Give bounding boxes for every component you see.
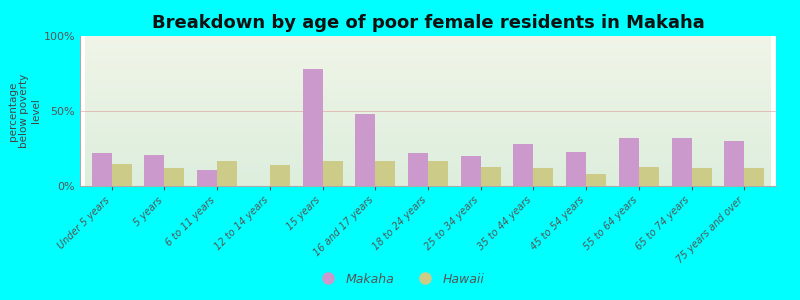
Bar xyxy=(461,156,481,186)
Title: Breakdown by age of poor female residents in Makaha: Breakdown by age of poor female resident… xyxy=(152,14,704,32)
Bar xyxy=(322,160,342,186)
Bar xyxy=(112,164,132,186)
Bar xyxy=(355,114,375,186)
Bar xyxy=(92,153,112,186)
Y-axis label: percentage
below poverty
level: percentage below poverty level xyxy=(7,74,41,148)
Bar xyxy=(144,154,164,186)
Bar xyxy=(408,153,428,186)
Bar xyxy=(270,165,290,186)
Legend: Makaha, Hawaii: Makaha, Hawaii xyxy=(310,268,490,291)
Bar xyxy=(164,168,184,186)
Bar xyxy=(375,160,395,186)
Bar xyxy=(639,167,659,186)
Bar xyxy=(514,144,534,186)
Bar xyxy=(428,160,448,186)
Bar xyxy=(744,168,765,186)
Bar xyxy=(566,152,586,186)
Bar xyxy=(197,169,217,186)
Bar xyxy=(302,69,322,186)
Bar xyxy=(724,141,744,186)
Bar xyxy=(217,160,237,186)
Bar xyxy=(586,174,606,186)
Bar xyxy=(672,138,692,186)
Bar xyxy=(534,168,554,186)
Bar xyxy=(692,168,712,186)
Bar xyxy=(619,138,639,186)
Bar xyxy=(481,167,501,186)
